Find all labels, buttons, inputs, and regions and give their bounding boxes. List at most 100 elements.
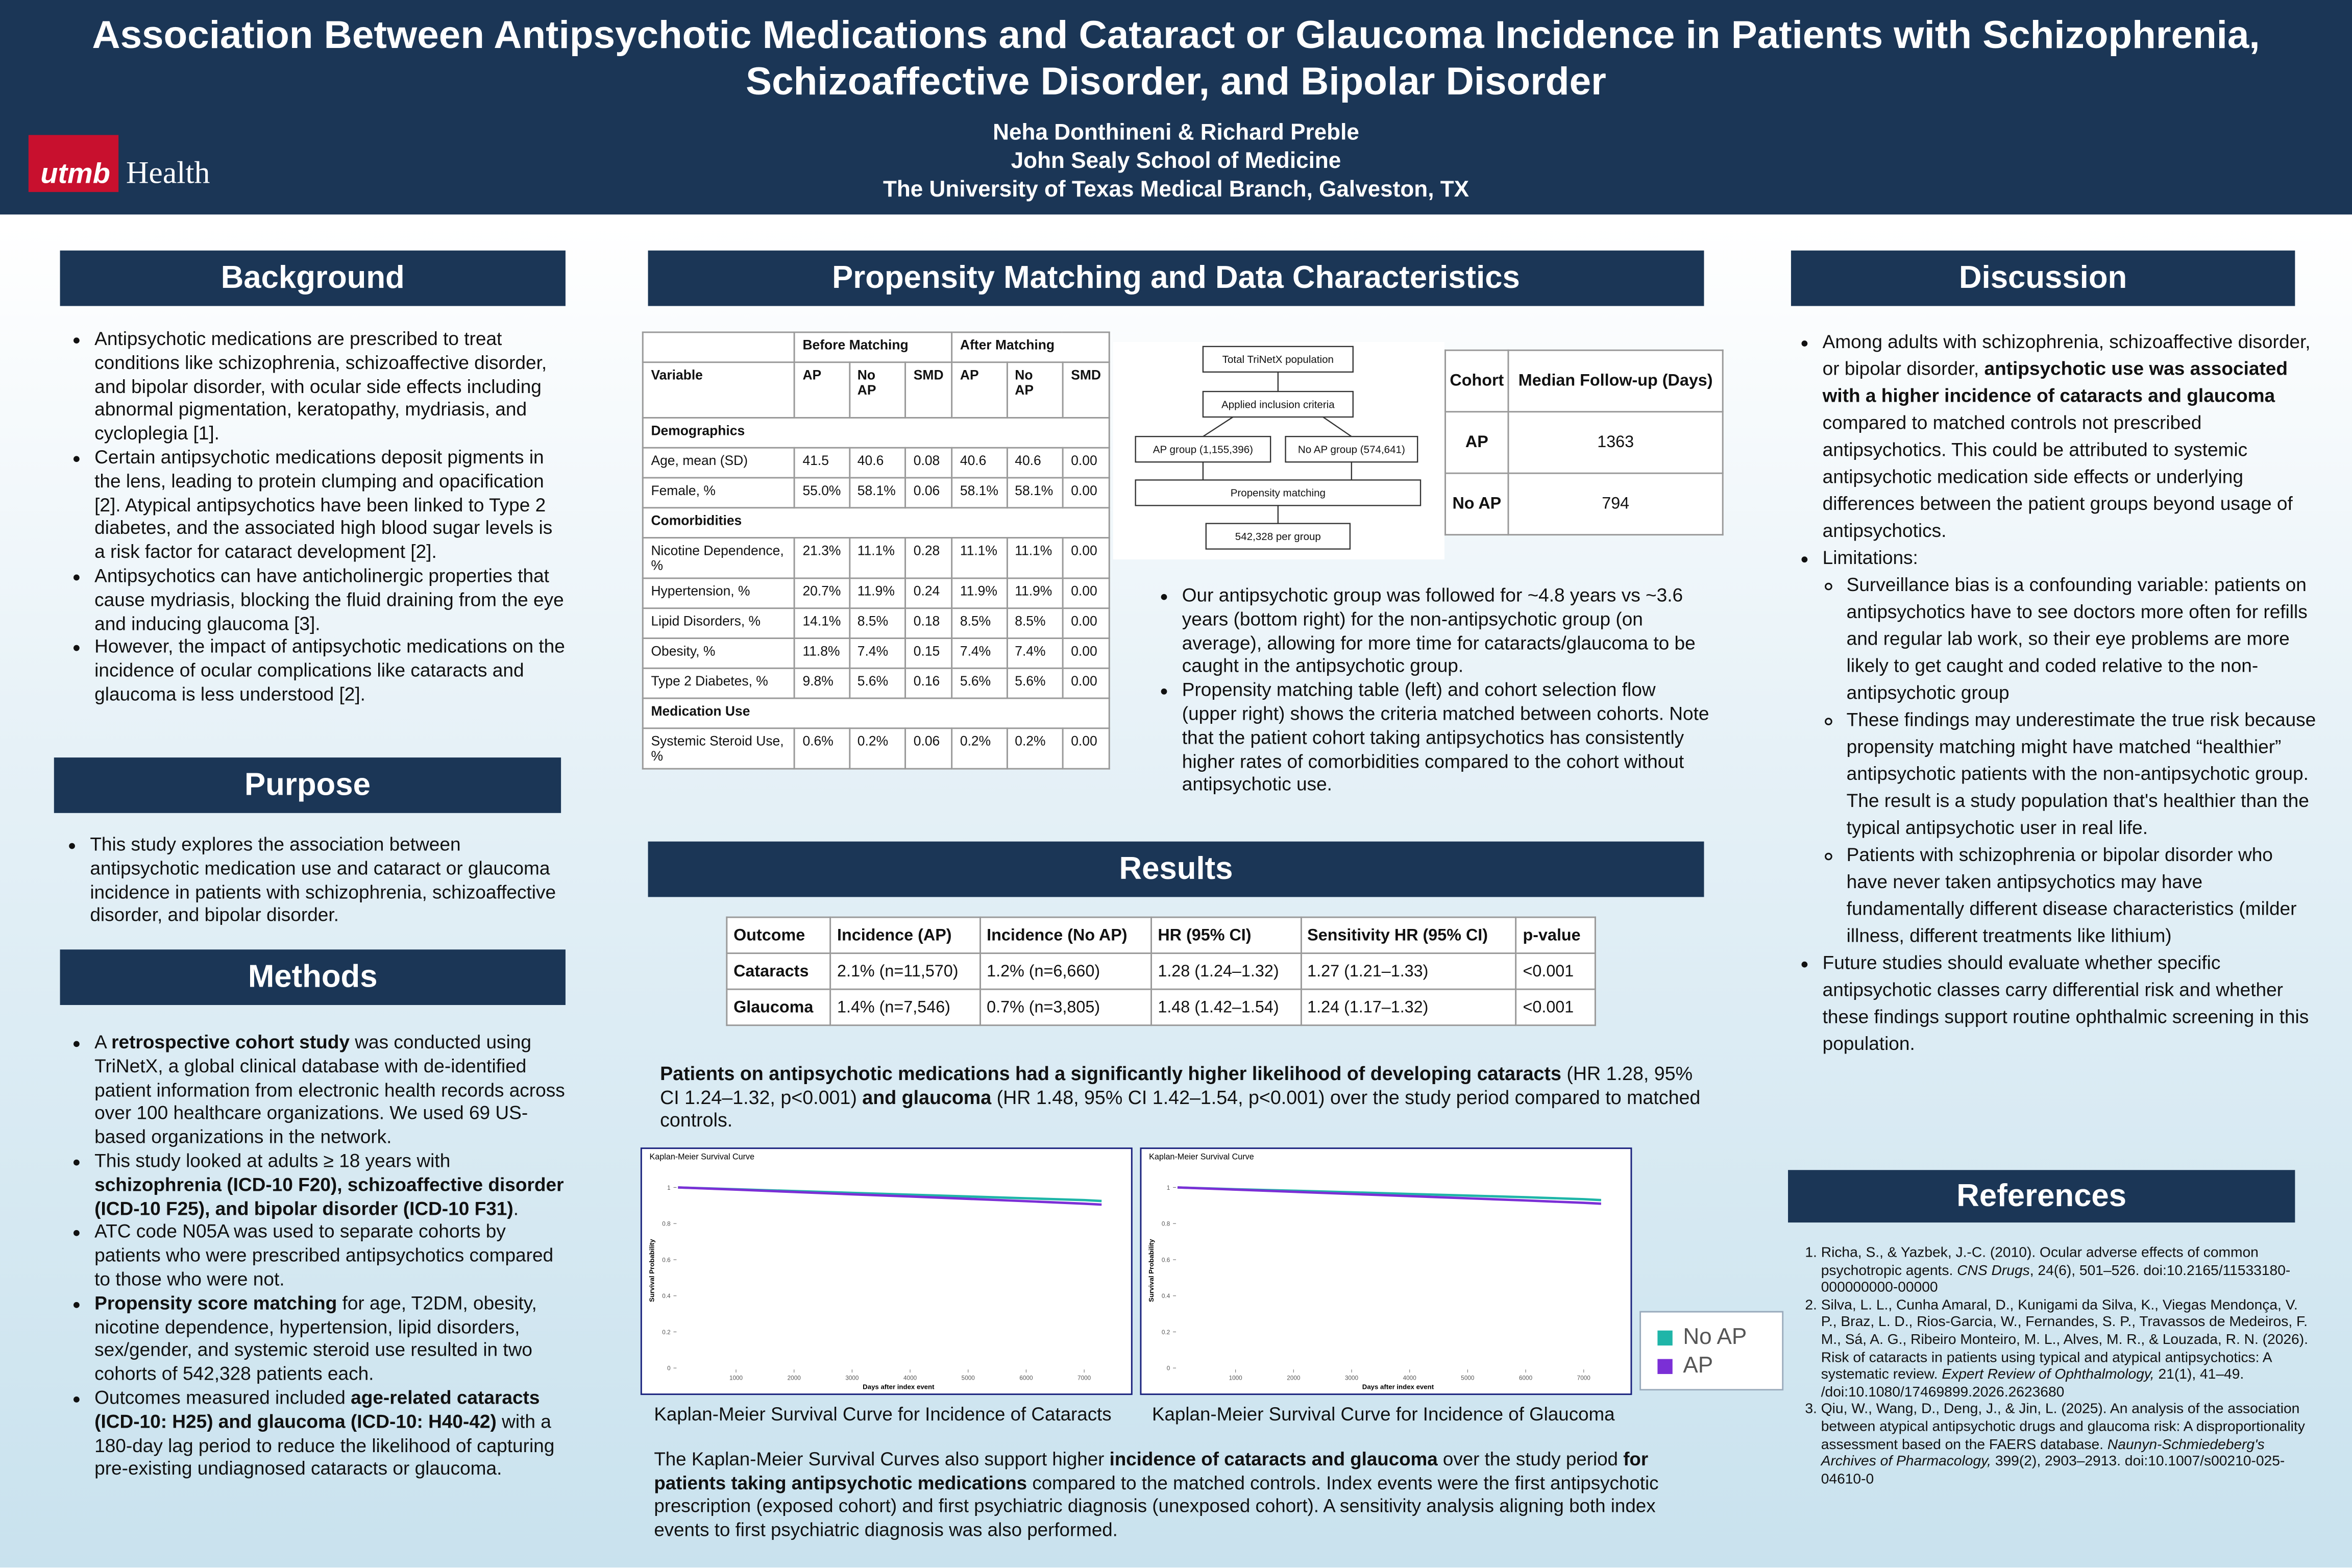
table-cell: <0.001 (1515, 952, 1596, 990)
list-item: This study looked at adults ≥ 18 years w… (94, 1150, 567, 1221)
text-run: 21(1), 41–49. /doi:10.1080/17469899.2026… (1821, 1366, 2244, 1401)
table-cell: Incidence (AP) (829, 916, 981, 954)
table-cell: 5.6% (848, 667, 906, 699)
bold-text: Propensity score matching (94, 1292, 337, 1314)
title: Association Between Antipsychotic Medica… (92, 12, 2260, 104)
table-cell: After Matching (951, 331, 1110, 363)
list-item: Future studies should evaluate whether s… (1823, 949, 2318, 1058)
list-item: ATC code N05A was used to separate cohor… (94, 1221, 567, 1292)
caption: Kaplan-Meier Survival Curve for Incidenc… (654, 1404, 1112, 1425)
text-run: with a 180-day lag period to reduce the … (94, 1411, 555, 1480)
y-tick-label: 0.8 (662, 1221, 671, 1228)
flow-diagram: Total TriNetX population Applied inclusi… (1113, 342, 1445, 560)
table-cell: 0.7% (n=3,805) (979, 988, 1152, 1026)
legend-label: No AP (1683, 1324, 1747, 1349)
table-cell: 1.28 (1.24–1.32) (1150, 952, 1302, 990)
table-cell: 41.5 (793, 447, 850, 479)
table-cell: 11.9% (848, 577, 906, 609)
table-row: Female, % 55.0% 58.1% 0.06 58.1% 58.1% 0.00 (642, 477, 1110, 509)
table-cell: p-value (1515, 916, 1596, 954)
list-item: Antipsychotics can have anticholinergic … (94, 566, 566, 636)
table-cell: 8.5% (848, 607, 906, 639)
table-cell: 0.16 (904, 667, 953, 699)
table-row: Demographics (642, 416, 1110, 449)
table-cell: 0.00 (1062, 607, 1110, 639)
text-run: Richa, S., & Yazbek, J.-C. (2010). Ocula… (1821, 1245, 2259, 1279)
flow-shapes (1135, 346, 1422, 550)
table-row: AP 1363 (1444, 411, 1724, 474)
table-cell: 0.00 (1062, 727, 1110, 770)
results-paragraph: The Kaplan-Meier Survival Curves also su… (654, 1449, 1689, 1544)
list-item: Antipsychotic medications are prescribed… (94, 329, 566, 447)
table-row: Age, mean (SD) 41.5 40.6 0.08 40.6 40.6 0.00 (642, 447, 1110, 479)
table-cell: Variable (642, 361, 795, 419)
section-heading: Propensity Matching and Data Characteris… (648, 250, 1704, 306)
x-tick-label: 7000 (1077, 1375, 1091, 1382)
table-row: Cataracts 2.1% (n=11,570) 1.2% (n=6,660) 1.… (726, 952, 1596, 990)
table-cell: Glaucoma (726, 988, 831, 1026)
y-axis-label: Survival Probability (648, 1239, 655, 1302)
x-tick-label: 1000 (1229, 1375, 1243, 1382)
table-row: Obesity, % 11.8% 7.4% 0.15 7.4% 7.4% 0.00 (642, 637, 1110, 669)
group-row: Before Matching After Matching (642, 331, 1110, 363)
table-cell: 21.3% (793, 537, 850, 579)
table-cell: 7.4% (1006, 637, 1064, 669)
x-tick-label: 7000 (1577, 1375, 1591, 1382)
table-row: Hypertension, % 20.7% 11.9% 0.24 11.9% 11.9% 0… (642, 577, 1110, 609)
y-tick-label: 0.8 (1162, 1221, 1170, 1228)
chart: Kaplan-Meier Survival Curve Days after in… (640, 1147, 1133, 1395)
table-cell: Cataracts (726, 952, 831, 990)
legend-swatch (1657, 1330, 1673, 1346)
table-cell: AP (951, 361, 1008, 419)
table-cell: SMD (1062, 361, 1110, 419)
table-cell: Outcome (726, 916, 831, 954)
table-row: Systemic Steroid Use, % 0.6% 0.2% 0.06 0.2% 0… (642, 727, 1110, 770)
purpose-list: This study explores the association betw… (56, 834, 562, 929)
table-cell: 2.1% (n=11,570) (829, 952, 981, 990)
italic-text: Naunyn-Schmiedeberg's Archives of Pharma… (1821, 1436, 2265, 1471)
table-cell: 794 (1507, 472, 1724, 536)
section-heading: Results (648, 841, 1704, 897)
list-item: Certain antipsychotic medications deposi… (94, 447, 566, 566)
series-line (1177, 1186, 1601, 1205)
table-cell: 7.4% (848, 637, 906, 669)
table-cell: 0.6% (793, 727, 850, 770)
flow-node: 542,328 per group (1235, 531, 1321, 543)
table-cell: Median Follow-up (Days) (1507, 349, 1724, 413)
table-cell: Type 2 Diabetes, % (642, 667, 795, 699)
bold-text: incidence of cataracts and glaucoma (1109, 1449, 1438, 1471)
table-cell: 1.48 (1.42–1.54) (1150, 988, 1302, 1026)
table-cell: Systemic Steroid Use, % (642, 727, 795, 770)
table-row: Lipid Disorders, % 14.1% 8.5% 0.18 8.5% 8.5% 0… (642, 607, 1110, 639)
table-cell: Sensitivity HR (95% CI) (1300, 916, 1517, 954)
bold-text: antipsychotic use was associated with a … (1822, 358, 2288, 407)
x-tick-label: 4000 (903, 1375, 917, 1382)
text-run: was conducted using TriNetX, a global cl… (94, 1032, 565, 1148)
text-run: . (513, 1197, 519, 1219)
table-cell: 0.00 (1062, 447, 1110, 479)
header-row: Variable AP No AP SMD AP No AP SMD (642, 361, 1110, 419)
x-tick-label: 3000 (845, 1375, 859, 1382)
matching-table: Before Matching After Matching Variable AP N… (642, 331, 1110, 770)
y-tick-label: 0 (667, 1365, 671, 1372)
table-cell: 11.1% (1006, 537, 1064, 579)
legend-swatch (1657, 1359, 1673, 1374)
header-row: Cohort Median Follow-up (Days) (1444, 349, 1724, 413)
table-cell: SMD (904, 361, 953, 419)
text-run: Our antipsychotic group was followed for… (1182, 585, 1696, 677)
text-run: over the study period (1437, 1449, 1624, 1471)
text-run: Among adults with schizophrenia, schizoa… (1822, 331, 2311, 380)
table-cell: 5.6% (1006, 667, 1064, 699)
table-cell: 40.6 (848, 447, 906, 479)
chart-title: Kaplan-Meier Survival Curve (1149, 1153, 1254, 1162)
table-cell: No AP (1006, 361, 1064, 419)
results-table: Outcome Incidence (AP) Incidence (No AP) HR… (726, 916, 1596, 1026)
table-cell: 0.24 (904, 577, 953, 609)
table-cell: AP (1444, 411, 1509, 474)
table-cell: Lipid Disorders, % (642, 607, 795, 639)
references-list: Richa, S., & Yazbek, J.-C. (2010). Ocula… (1788, 1245, 2316, 1488)
text-run: Qiu, W., Wang, D., Deng, J., & Jin, L. (… (1821, 1401, 2305, 1453)
text-run: Antipsychotic medications are prescribed… (94, 328, 547, 445)
